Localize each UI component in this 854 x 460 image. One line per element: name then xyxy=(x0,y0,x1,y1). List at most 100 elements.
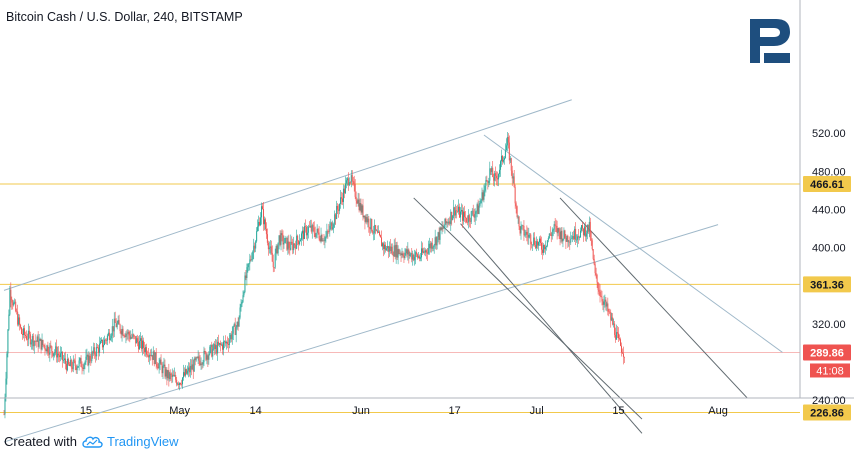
candle-body xyxy=(30,342,32,345)
candle-body xyxy=(598,289,600,292)
tradingview-link[interactable]: TradingView xyxy=(106,434,179,449)
candle-body xyxy=(91,351,93,362)
candle-body xyxy=(207,355,209,360)
candle-body xyxy=(217,341,219,354)
candle-body xyxy=(319,238,321,242)
candle-body xyxy=(395,244,397,257)
candle-body xyxy=(225,341,227,344)
candle-body xyxy=(344,183,346,194)
candle-body xyxy=(206,355,208,360)
candle-body xyxy=(163,364,165,367)
candle-body xyxy=(171,374,173,377)
candle-body xyxy=(529,234,531,236)
candle-body xyxy=(185,369,187,374)
candle-body xyxy=(271,252,273,262)
candle-body xyxy=(111,326,113,336)
candle-body xyxy=(458,206,460,212)
candle-body xyxy=(445,218,447,224)
candle-body xyxy=(570,238,572,243)
candle-body xyxy=(419,256,421,259)
candle-body xyxy=(283,242,285,245)
candle-body xyxy=(299,241,301,245)
candle-body xyxy=(339,204,341,211)
candle-body xyxy=(490,168,492,172)
candle-body xyxy=(135,336,137,344)
candle-body xyxy=(229,334,231,340)
candle-body xyxy=(512,176,514,179)
candle-body xyxy=(399,253,401,255)
candle-body xyxy=(396,244,398,258)
candle-body xyxy=(149,354,151,356)
candle-body xyxy=(26,339,28,341)
candle-body xyxy=(205,352,207,360)
candle-body xyxy=(360,203,362,213)
candle-body xyxy=(590,238,592,241)
candle-body xyxy=(321,235,323,242)
candle-body xyxy=(145,347,147,355)
candle-body xyxy=(72,359,74,370)
candle-body xyxy=(618,333,620,339)
candle-body xyxy=(247,264,249,268)
candle-body xyxy=(141,338,143,349)
candle-body xyxy=(428,243,430,249)
y-tick-label: 480.00 xyxy=(812,166,846,178)
candle-body xyxy=(90,360,92,362)
candle-body xyxy=(437,232,439,237)
candle-body xyxy=(317,228,319,233)
candle-body xyxy=(418,256,420,258)
candle-body xyxy=(436,236,438,246)
level-price-label: 226.86 xyxy=(810,408,844,420)
candle-body xyxy=(535,245,537,249)
candle-body xyxy=(300,239,302,242)
candle-body xyxy=(460,211,462,218)
candle-body xyxy=(129,335,131,339)
candle-body xyxy=(24,334,26,337)
candle-body xyxy=(492,167,494,177)
channel-line[interactable] xyxy=(3,99,572,291)
candle-body xyxy=(520,226,522,234)
candle-body xyxy=(393,245,395,257)
candle-body xyxy=(51,346,53,352)
candle-body xyxy=(378,231,380,233)
trend-line[interactable] xyxy=(559,197,748,399)
candle-body xyxy=(89,355,91,361)
trend-line[interactable] xyxy=(413,197,643,420)
candle-body xyxy=(569,241,571,243)
candle-body xyxy=(106,335,108,341)
candle-body xyxy=(71,367,73,370)
channel-line[interactable] xyxy=(3,224,719,443)
candle-body xyxy=(575,228,577,240)
candle-body xyxy=(594,264,596,274)
created-with-text: Created with xyxy=(4,434,77,449)
candle-body xyxy=(123,335,125,337)
drawing-tools[interactable] xyxy=(3,99,783,443)
candle-body xyxy=(380,235,382,238)
level-price-label-bg xyxy=(803,404,851,421)
candle-body xyxy=(464,216,466,218)
bar-countdown-label: 41:08 xyxy=(816,365,844,377)
candle-body xyxy=(335,214,337,220)
time-axis[interactable]: 15 May 14 Jun 17 Jul 15 Aug xyxy=(80,405,728,417)
candle-body xyxy=(610,312,612,321)
price-axis[interactable]: 240.00 320.00 400.00 440.00 480.00 520.00 xyxy=(812,128,846,407)
candle-body xyxy=(495,173,497,176)
candle-body xyxy=(376,230,378,232)
candle-body xyxy=(475,211,477,214)
x-tick-label: 17 xyxy=(449,405,461,417)
candle-body xyxy=(623,356,625,358)
candle-body xyxy=(268,247,270,250)
candle-body xyxy=(322,240,324,242)
candle-body xyxy=(162,366,164,374)
candle-body xyxy=(190,365,192,370)
candle-body xyxy=(195,357,197,361)
candle-body xyxy=(61,351,63,354)
candle-body xyxy=(601,296,603,302)
candle-body xyxy=(54,352,56,354)
candle-body xyxy=(253,245,255,252)
candle-body xyxy=(307,226,309,233)
channel-line[interactable] xyxy=(483,134,783,353)
candle-body xyxy=(277,242,279,254)
candle-body xyxy=(244,275,246,292)
roboforex-logo-icon xyxy=(750,19,790,63)
